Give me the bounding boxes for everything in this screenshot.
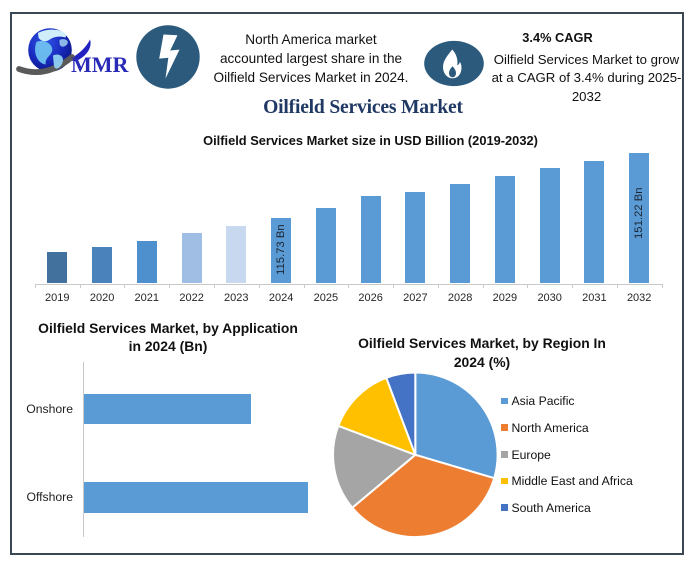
svg-text:MMR: MMR	[71, 52, 130, 77]
